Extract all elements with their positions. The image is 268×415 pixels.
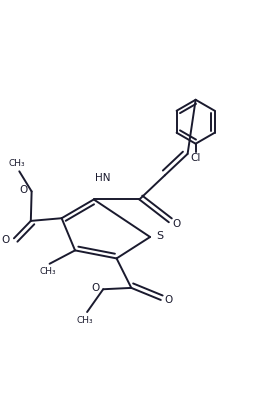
Text: O: O xyxy=(92,283,100,293)
Text: O: O xyxy=(172,219,180,229)
Text: HN: HN xyxy=(95,173,111,183)
Text: O: O xyxy=(2,234,10,245)
Text: Cl: Cl xyxy=(191,153,201,163)
Text: S: S xyxy=(157,231,164,241)
Text: CH₃: CH₃ xyxy=(8,159,25,168)
Text: O: O xyxy=(164,295,172,305)
Text: CH₃: CH₃ xyxy=(76,315,93,325)
Text: O: O xyxy=(20,185,28,195)
Text: CH₃: CH₃ xyxy=(40,267,57,276)
